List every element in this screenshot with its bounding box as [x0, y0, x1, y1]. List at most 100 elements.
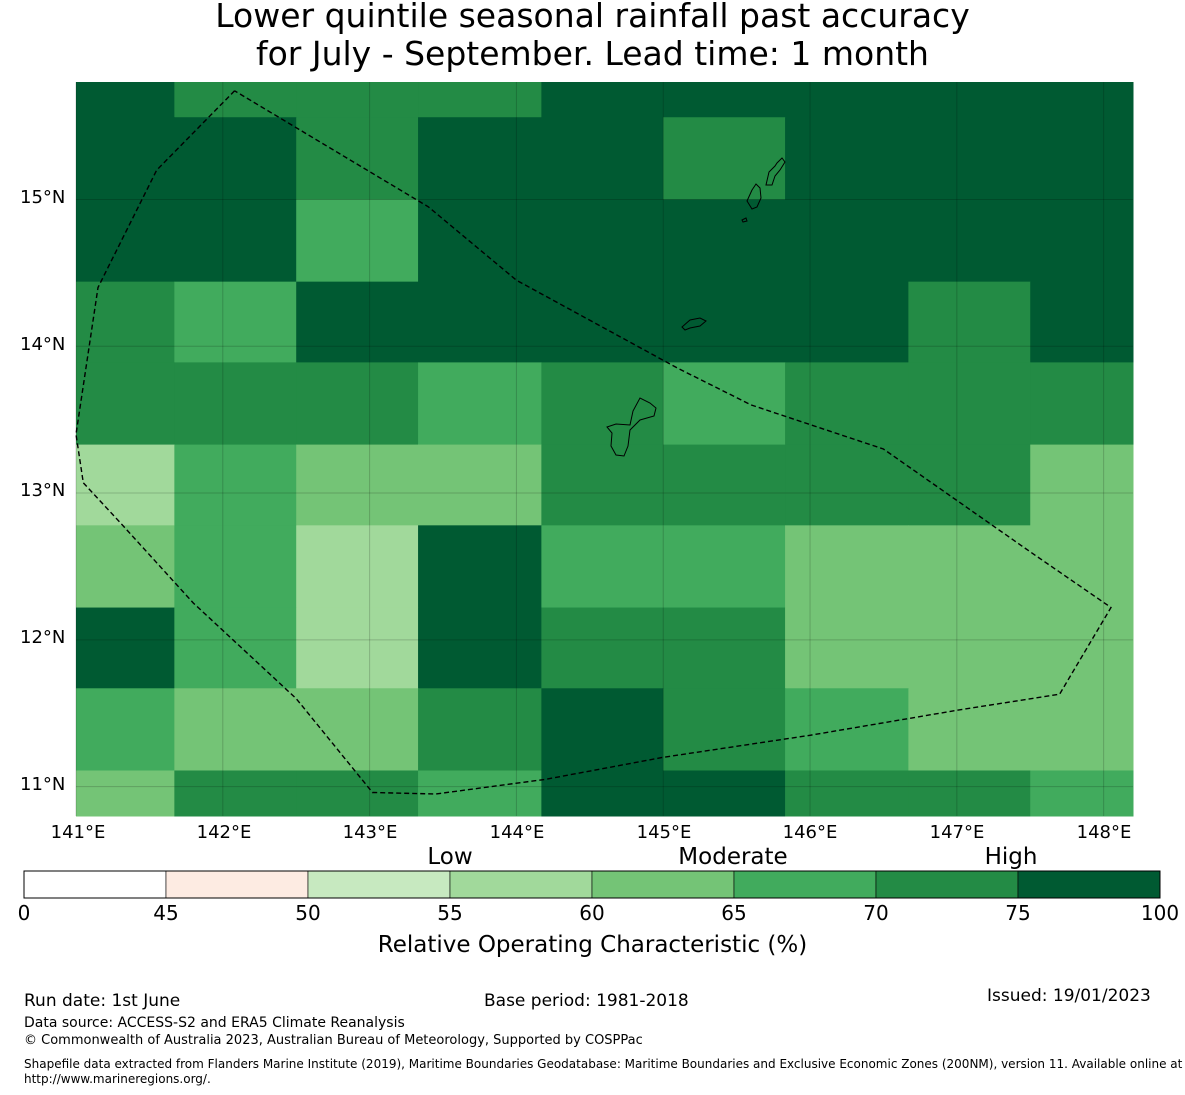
issued-date: Issued: 19/01/2023	[987, 986, 1151, 1006]
island-guam	[606, 397, 657, 457]
roc-cell	[663, 607, 786, 689]
lat-label-12n: 12°N	[20, 627, 66, 648]
lon-label-147e: 147°E	[929, 822, 985, 843]
colorbar-segment	[23, 870, 167, 899]
roc-cell	[76, 281, 175, 363]
roc-cell	[418, 281, 542, 363]
roc-cell	[174, 199, 297, 283]
colorbar-tick-45: 45	[153, 901, 179, 925]
lat-label-13n: 13°N	[20, 480, 66, 501]
roc-cell	[785, 199, 909, 283]
roc-cell	[1030, 607, 1134, 689]
copyright-notice: © Commonwealth of Australia 2023, Austra…	[24, 1033, 643, 1048]
roc-cell	[1030, 362, 1134, 446]
roc-cell	[296, 607, 419, 689]
island-outlines	[606, 157, 786, 457]
roc-cell	[908, 199, 1031, 283]
island-rota	[681, 317, 707, 331]
roc-cell	[541, 117, 664, 200]
legend-category-low: Low	[427, 844, 473, 870]
data-source: Data source: ACCESS-S2 and ERA5 Climate …	[24, 1015, 405, 1031]
base-period: Base period: 1981-2018	[484, 991, 689, 1011]
roc-cell	[785, 688, 909, 771]
lon-label-148e: 148°E	[1076, 822, 1132, 843]
roc-cell	[76, 688, 175, 771]
roc-cell	[296, 82, 419, 118]
roc-cell	[908, 525, 1031, 609]
roc-cell	[174, 688, 297, 771]
roc-cell	[174, 82, 297, 118]
roc-cell	[418, 607, 542, 689]
island-tinian	[746, 183, 762, 210]
roc-cell	[663, 281, 786, 363]
roc-cell	[174, 281, 297, 363]
roc-cell	[908, 770, 1031, 817]
roc-cell	[1030, 82, 1134, 118]
roc-cell	[76, 117, 175, 200]
roc-cell	[663, 688, 786, 771]
lat-label-11n: 11°N	[20, 774, 66, 795]
colorbar-tick-55: 55	[437, 901, 463, 925]
roc-cell	[663, 82, 786, 118]
roc-cell	[174, 525, 297, 609]
roc-cell	[663, 525, 786, 609]
island-saipan	[765, 157, 786, 186]
roc-cell	[174, 444, 297, 526]
lon-label-146e: 146°E	[782, 822, 838, 843]
roc-cell	[174, 362, 297, 446]
colorbar-tick-60: 60	[579, 901, 605, 925]
run-date: Run date: 1st June	[24, 991, 181, 1011]
roc-cell	[541, 199, 664, 283]
roc-cell	[418, 525, 542, 609]
map-title-line-2: for July - September. Lead time: 1 month	[256, 34, 929, 73]
roc-cell	[296, 525, 419, 609]
colorbar-frame	[23, 870, 1161, 899]
roc-cell	[908, 362, 1031, 446]
colorbar-segment	[449, 870, 593, 899]
lat-label-15n: 15°N	[20, 187, 66, 208]
colorbar-tick-0: 0	[17, 901, 31, 925]
roc-cell	[785, 281, 909, 363]
roc-cell	[1030, 199, 1134, 283]
roc-cell	[1030, 525, 1134, 609]
lon-label-143e: 143°E	[342, 822, 398, 843]
roc-cell	[1030, 770, 1134, 817]
roc-cell	[785, 525, 909, 609]
roc-cell	[908, 281, 1031, 363]
roc-cell	[541, 82, 664, 118]
roc-cell	[785, 362, 909, 446]
roc-cell	[418, 199, 542, 283]
legend-category-high: High	[984, 844, 1038, 870]
roc-cell	[908, 82, 1031, 118]
roc-cell	[418, 688, 542, 771]
lat-label-14n: 14°N	[20, 334, 66, 355]
roc-cell	[541, 444, 664, 526]
roc-cell	[418, 444, 542, 526]
colorbar-segment	[733, 870, 877, 899]
roc-cell	[908, 607, 1031, 689]
roc-cell	[76, 362, 175, 446]
roc-cell	[76, 199, 175, 283]
roc-cell	[418, 362, 542, 446]
roc-cell	[76, 444, 175, 526]
roc-cell	[908, 444, 1031, 526]
roc-cell	[785, 607, 909, 689]
roc-cell	[663, 199, 786, 283]
roc-cell	[1030, 688, 1134, 771]
colorbar-segment	[165, 870, 309, 899]
roc-cell	[785, 82, 909, 118]
colorbar-tick-50: 50	[295, 901, 321, 925]
lon-label-144e: 144°E	[489, 822, 545, 843]
roc-cell	[1030, 281, 1134, 363]
roc-cell	[76, 607, 175, 689]
colorbar	[23, 870, 1161, 899]
roc-cell	[76, 82, 175, 118]
roc-cell	[76, 770, 175, 817]
lon-label-142e: 142°E	[196, 822, 252, 843]
roc-cell	[174, 770, 297, 817]
roc-cell	[908, 688, 1031, 771]
roc-cell	[785, 770, 909, 817]
roc-cell	[418, 117, 542, 200]
lon-label-141e: 141°E	[50, 822, 106, 843]
